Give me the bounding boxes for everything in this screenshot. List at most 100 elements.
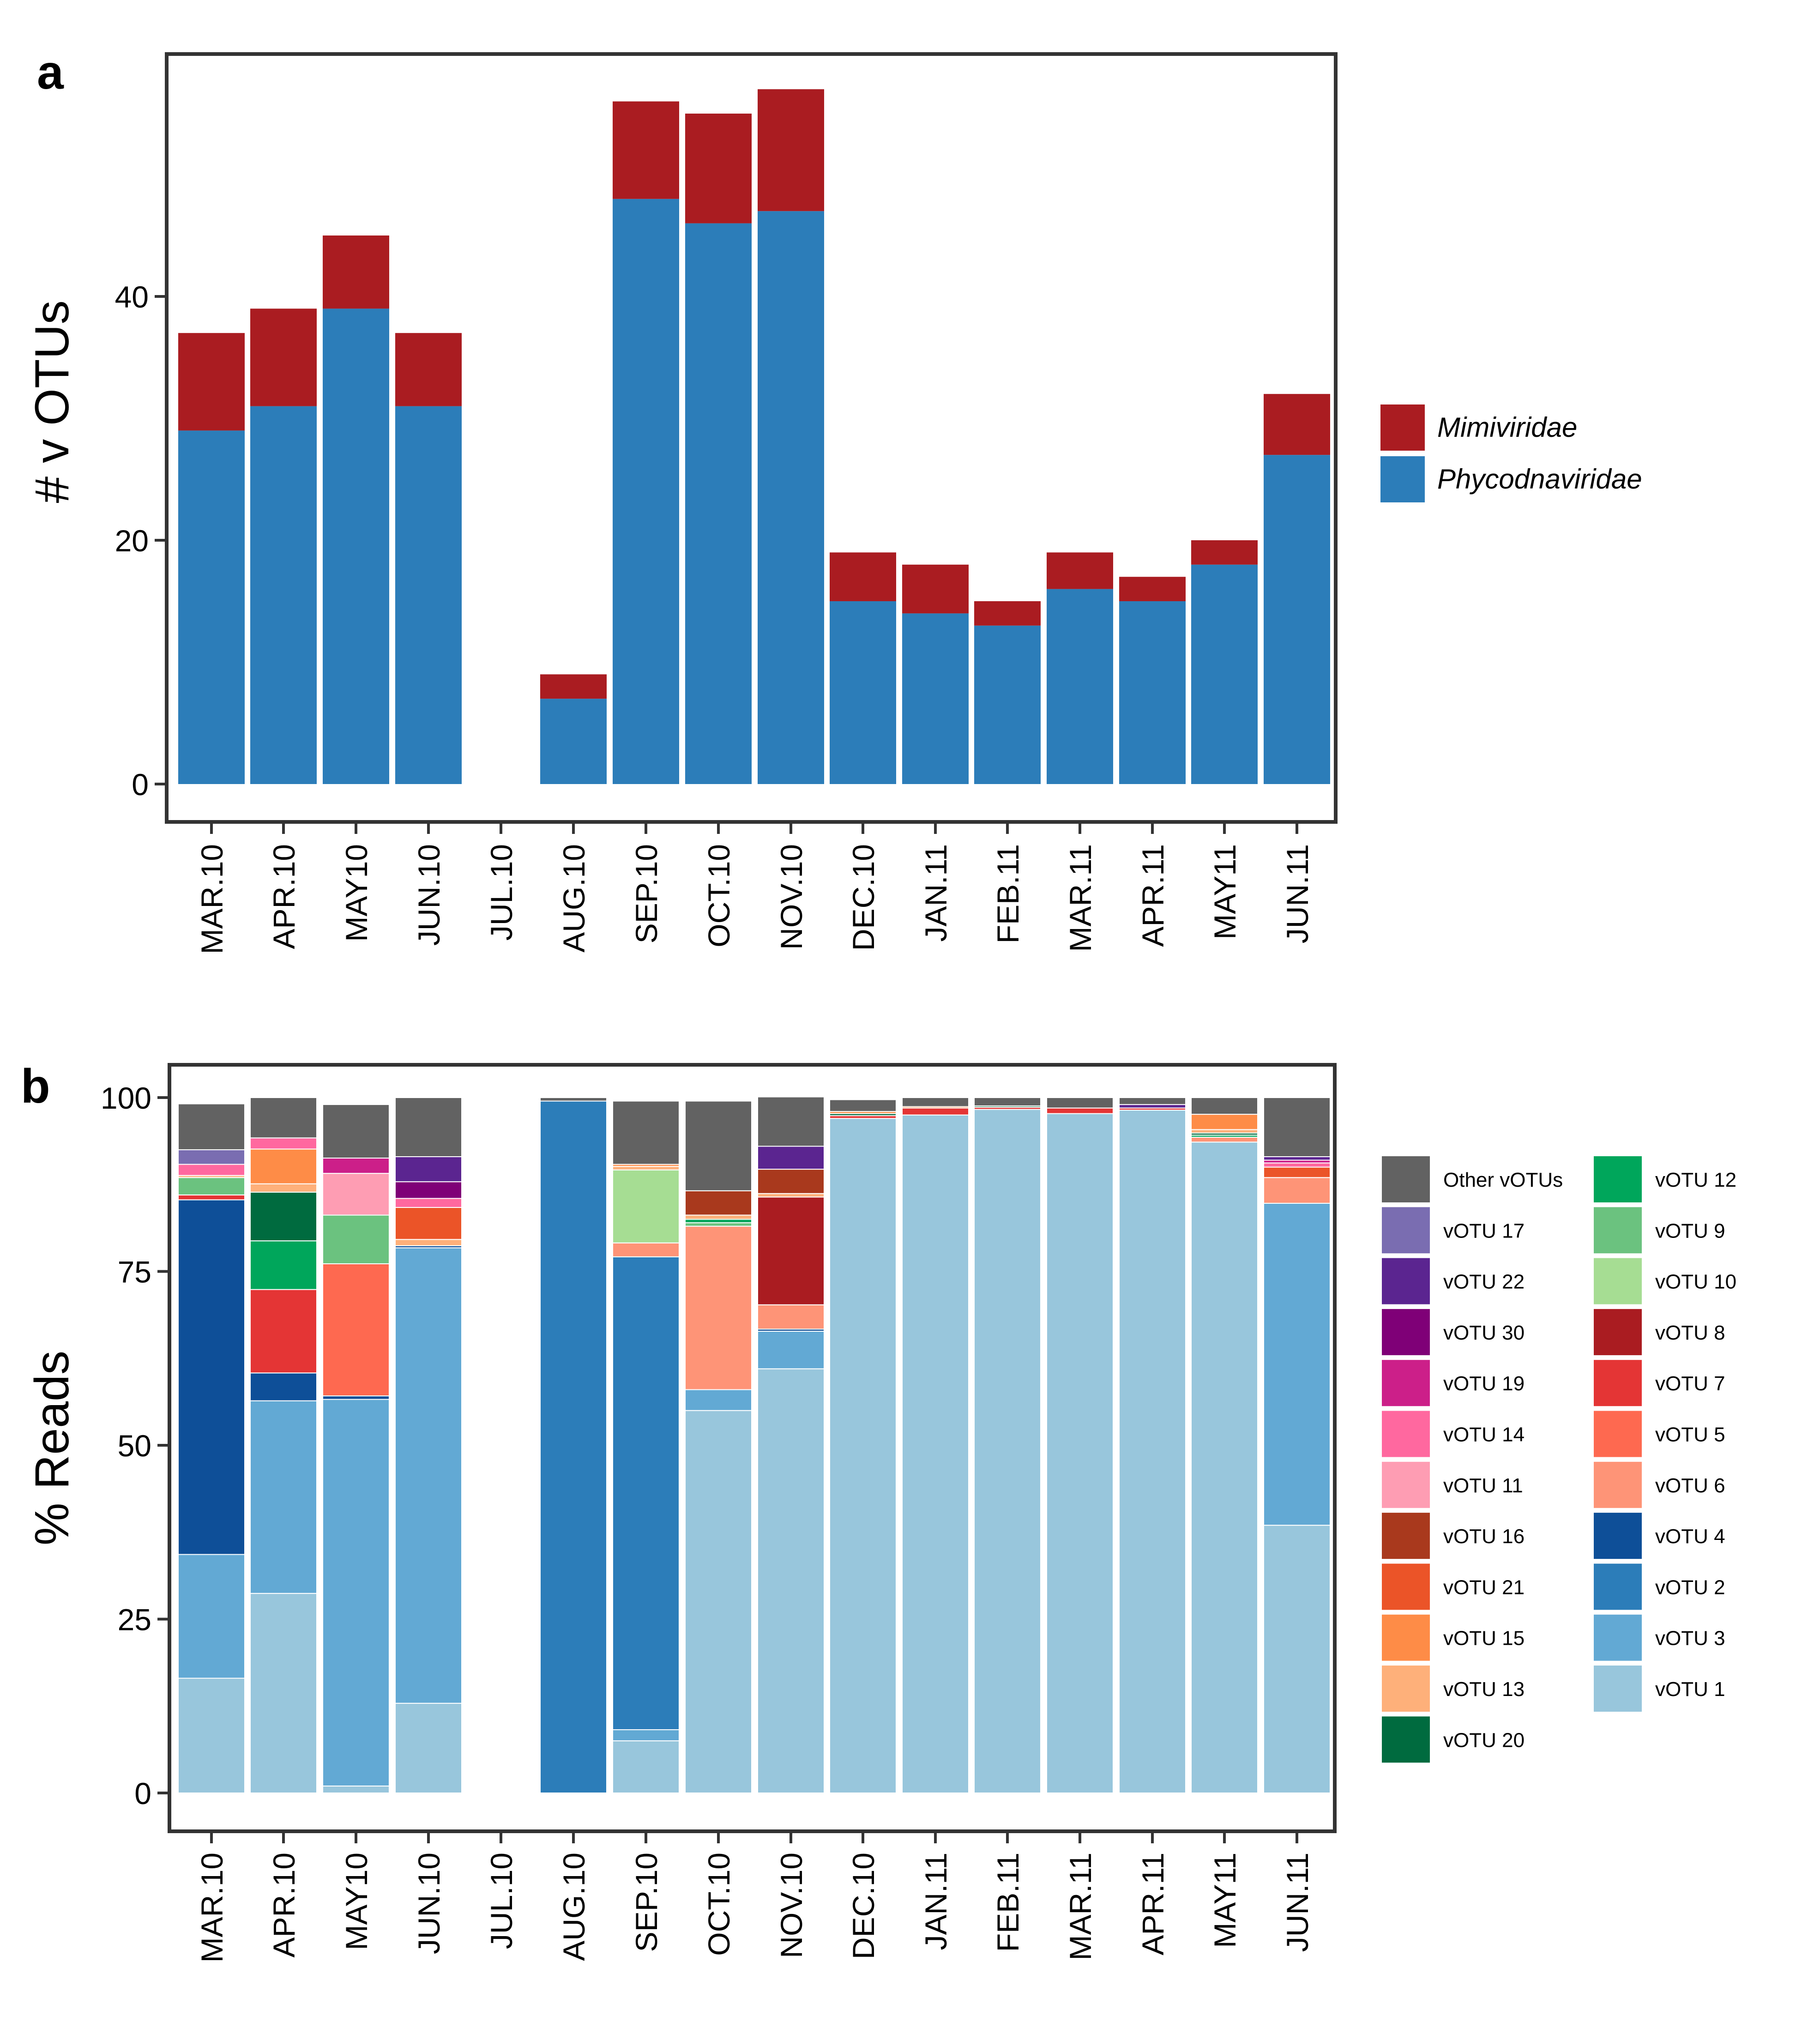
bar-b-other-votus-oct-10 bbox=[685, 1100, 752, 1191]
legend-b-label-votu-16: vOTU 16 bbox=[1443, 1525, 1525, 1548]
bar-b-votu-7-mar-11 bbox=[1046, 1107, 1114, 1114]
y-tick-label-a-0: 0 bbox=[132, 767, 149, 802]
legend-b-swatch-votu-7 bbox=[1594, 1360, 1642, 1406]
bar-b-other-votus-jan-11 bbox=[902, 1097, 969, 1107]
legend-b-swatch-votu-4 bbox=[1594, 1513, 1642, 1559]
bar-a-phycodnaviridae-apr-11 bbox=[1119, 601, 1186, 784]
legend-b-swatch-votu-21 bbox=[1382, 1563, 1430, 1610]
bar-b-other-votus-jun-10 bbox=[395, 1097, 462, 1158]
bar-b-other-votus-aug-10 bbox=[540, 1097, 607, 1102]
bar-a-mimiviridae-jun-11 bbox=[1264, 394, 1330, 455]
bar-b-votu-13-oct-10 bbox=[685, 1214, 752, 1220]
bar-b-votu-3-mar-10 bbox=[178, 1554, 245, 1679]
bar-b-votu-5-may10 bbox=[322, 1263, 390, 1397]
legend-b-label-votu-7: vOTU 7 bbox=[1655, 1372, 1725, 1395]
bar-a-mimiviridae-may11 bbox=[1191, 540, 1258, 565]
legend-b-swatch-votu-3 bbox=[1594, 1614, 1642, 1661]
legend-b-swatch-votu-10 bbox=[1594, 1258, 1642, 1304]
legend-b-swatch-votu-13 bbox=[1382, 1666, 1430, 1712]
bar-a-phycodnaviridae-mar-10 bbox=[178, 430, 245, 784]
bar-b-votu-1-mar-11 bbox=[1046, 1113, 1114, 1793]
bar-a-phycodnaviridae-may11 bbox=[1191, 564, 1258, 784]
y-tick-label-a-40: 40 bbox=[115, 280, 149, 314]
legend-a-swatch-phycodnaviridae bbox=[1380, 456, 1425, 502]
x-tick-label-a-jun-11: JUN.11 bbox=[1280, 844, 1314, 943]
legend-b-swatch-votu-2 bbox=[1594, 1563, 1642, 1610]
bar-b-votu-19-may10 bbox=[322, 1158, 390, 1174]
bar-b-votu-21-jun-11 bbox=[1263, 1166, 1331, 1178]
bar-b-votu-4-mar-10 bbox=[178, 1199, 245, 1555]
bar-b-votu-2-sep-10 bbox=[612, 1256, 680, 1730]
bar-b-other-votus-feb-11 bbox=[974, 1097, 1041, 1107]
bar-a-mimiviridae-oct-10 bbox=[685, 114, 752, 223]
bar-b-votu-22-jun-11 bbox=[1263, 1156, 1331, 1161]
bar-b-votu-16-oct-10 bbox=[685, 1190, 752, 1216]
bar-b-votu-6-oct-10 bbox=[685, 1225, 752, 1390]
y-tick-label-b-25: 25 bbox=[118, 1603, 151, 1637]
bar-b-votu-1-may11 bbox=[1191, 1141, 1258, 1793]
legend-b-label-votu-3: vOTU 3 bbox=[1655, 1627, 1725, 1650]
legend-b-swatch-votu-20 bbox=[1382, 1716, 1430, 1763]
bar-b-votu-14-jun-11 bbox=[1263, 1162, 1331, 1168]
bar-b-votu-13-may11 bbox=[1191, 1129, 1258, 1134]
legend-b-label-votu-8: vOTU 8 bbox=[1655, 1322, 1725, 1344]
legend-b-label-votu-19: vOTU 19 bbox=[1443, 1372, 1525, 1395]
x-tick-label-a-mar-11: MAR.11 bbox=[1063, 844, 1097, 952]
bar-b-votu-22-jun-10 bbox=[395, 1156, 462, 1183]
panel-b-y-axis-title: % Reads bbox=[25, 1351, 79, 1545]
x-tick-label-a-may10: MAY10 bbox=[339, 844, 374, 942]
bar-b-other-votus-jun-11 bbox=[1263, 1097, 1331, 1158]
bar-b-votu-4-may10 bbox=[322, 1395, 390, 1400]
bar-b-votu-1-jun-10 bbox=[395, 1702, 462, 1794]
x-tick-label-a-aug-10: AUG.10 bbox=[557, 844, 591, 953]
panel-a-bars bbox=[178, 89, 1330, 785]
bar-b-votu-7-jan-11 bbox=[902, 1107, 969, 1116]
legend-b-label-votu-14: vOTU 14 bbox=[1443, 1424, 1525, 1446]
bar-b-votu-6-sep-10 bbox=[612, 1242, 680, 1257]
bar-b-votu-22-nov-10 bbox=[757, 1146, 825, 1170]
bar-a-phycodnaviridae-oct-10 bbox=[685, 223, 752, 785]
bar-a-phycodnaviridae-jun-11 bbox=[1264, 455, 1330, 784]
bar-a-phycodnaviridae-nov-10 bbox=[758, 211, 824, 785]
x-tick-label-b-mar-10: MAR.10 bbox=[195, 1853, 229, 1962]
legend-a-label-mimiviridae: Mimiviridae bbox=[1437, 412, 1577, 443]
bar-b-other-votus-mar-11 bbox=[1046, 1097, 1114, 1109]
bar-a-phycodnaviridae-sep-10 bbox=[613, 199, 679, 784]
legend-b-label-votu-10: vOTU 10 bbox=[1655, 1271, 1736, 1293]
legend-b-swatch-votu-9 bbox=[1594, 1207, 1642, 1254]
bar-b-votu-11-may10 bbox=[322, 1173, 390, 1216]
bar-b-votu-20-apr-10 bbox=[250, 1191, 317, 1242]
x-tick-label-b-jan-11: JAN.11 bbox=[919, 1853, 953, 1950]
bar-a-mimiviridae-nov-10 bbox=[758, 89, 824, 211]
panel-a-frame bbox=[165, 52, 1338, 824]
bar-b-other-votus-dec-10 bbox=[829, 1099, 897, 1112]
bar-b-votu-6-jun-11 bbox=[1263, 1177, 1331, 1204]
bar-b-votu-21-jun-10 bbox=[395, 1207, 462, 1240]
bar-b-votu-3-jun-10 bbox=[395, 1247, 462, 1704]
y-tick-label-a-20: 20 bbox=[115, 524, 149, 558]
legend-a-swatch-mimiviridae bbox=[1380, 404, 1425, 451]
legend-b-swatch-votu-17 bbox=[1382, 1207, 1430, 1254]
panel-a: a 0 20 40 MAR.10 APR.10 MAY10 JUN.10 JUL.10 AUG… bbox=[25, 46, 1642, 954]
panel-a-y-axis-title: # v OTUs bbox=[25, 300, 79, 503]
bar-b-votu-4-apr-10 bbox=[250, 1372, 317, 1401]
bar-b-votu-13-sep-10 bbox=[612, 1166, 680, 1171]
legend-b-swatch-votu-19 bbox=[1382, 1360, 1430, 1406]
legend-b-label-votu-1: vOTU 1 bbox=[1655, 1678, 1725, 1701]
bar-b-votu-1-mar-10 bbox=[178, 1678, 245, 1794]
bar-b-votu-1-jan-11 bbox=[902, 1114, 969, 1793]
bar-b-votu-1-may10 bbox=[322, 1785, 390, 1793]
x-tick-label-a-oct-10: OCT.10 bbox=[702, 844, 736, 948]
legend-b-swatch-votu-30 bbox=[1382, 1309, 1430, 1355]
x-tick-label-a-apr-11: APR.11 bbox=[1136, 844, 1170, 947]
x-tick-label-b-jun-10: JUN.10 bbox=[412, 1853, 446, 1954]
legend-b-swatch-votu-15 bbox=[1382, 1614, 1430, 1661]
legend-b-swatch-votu-14 bbox=[1382, 1411, 1430, 1457]
legend-b-label-votu-13: vOTU 13 bbox=[1443, 1678, 1525, 1701]
bar-b-votu-10-sep-10 bbox=[612, 1169, 680, 1243]
x-tick-label-a-jan-11: JAN.11 bbox=[919, 844, 953, 942]
x-tick-label-b-jul-10: JUL.10 bbox=[484, 1853, 518, 1949]
legend-b-label-votu-22: vOTU 22 bbox=[1443, 1271, 1525, 1293]
legend-b-label-other-votus: Other vOTUs bbox=[1443, 1169, 1563, 1191]
